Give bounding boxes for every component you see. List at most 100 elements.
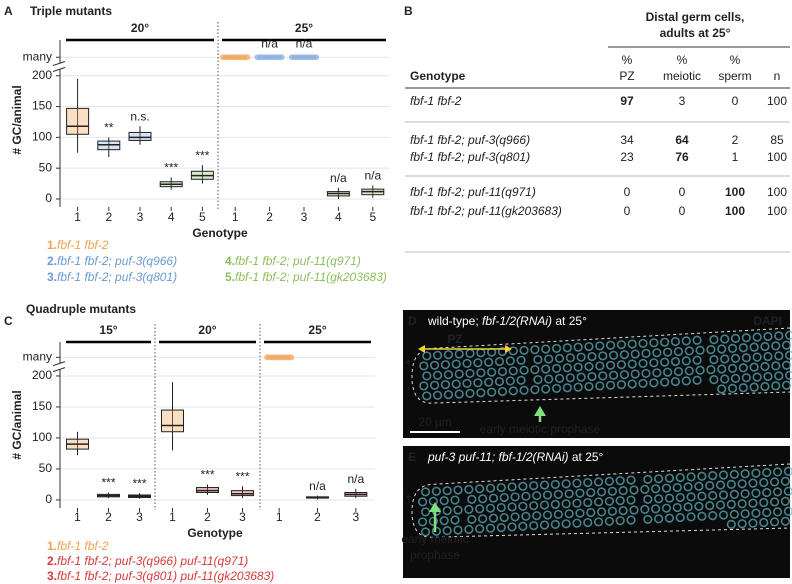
nucleus: [443, 390, 454, 400]
nucleus: [532, 511, 542, 521]
nucleus: [673, 346, 684, 357]
cell: 0: [624, 185, 631, 199]
arrow-label: prophase: [410, 548, 460, 562]
nucleus: [664, 493, 675, 503]
nucleus: [708, 511, 718, 521]
nucleus: [649, 338, 659, 348]
scale-label: 20 µm: [418, 415, 452, 429]
nucleus: [740, 489, 750, 499]
cell: 23: [620, 150, 634, 164]
nucleus: [539, 500, 550, 510]
x-tick-label: 2: [204, 510, 211, 524]
nucleus: [485, 483, 496, 493]
nucleus: [692, 335, 702, 345]
nucleus: [475, 504, 485, 514]
arrow-label: early meiotic prophase: [480, 422, 601, 436]
nucleus: [518, 501, 528, 511]
nucleus: [651, 504, 661, 514]
nucleus: [593, 477, 604, 487]
significance: ***: [195, 148, 209, 162]
nucleus: [453, 485, 463, 495]
nucleus: [615, 496, 625, 506]
nucleus: [708, 491, 718, 501]
nucleus: [741, 373, 751, 383]
nucleus: [683, 482, 693, 492]
nucleus: [781, 360, 792, 370]
nucleus: [664, 513, 675, 523]
nucleus: [717, 384, 727, 394]
nucleus: [741, 353, 751, 363]
region-label: PZ: [447, 332, 462, 346]
nucleus: [462, 358, 472, 369]
column-header: %: [730, 53, 741, 67]
nucleus: [619, 350, 629, 360]
nucleus: [530, 365, 540, 375]
significance: ***: [101, 476, 115, 490]
nucleus: [630, 349, 640, 359]
axis-break-gap: [54, 63, 66, 70]
significance: n/a: [261, 36, 278, 50]
nucleus: [638, 378, 648, 389]
nucleus: [709, 355, 719, 365]
nucleus: [762, 507, 772, 518]
nucleus: [510, 492, 520, 502]
legend-number: 5.: [225, 270, 235, 284]
significance: ***: [235, 469, 249, 483]
nucleus: [417, 497, 428, 507]
nucleus: [542, 510, 553, 520]
nucleus: [573, 362, 583, 372]
nucleus: [661, 503, 672, 513]
column-header: PZ: [619, 69, 634, 83]
nucleus: [727, 343, 738, 354]
significance: n.s.: [130, 109, 149, 123]
nucleus: [551, 343, 562, 354]
nucleus: [464, 504, 474, 515]
nucleus: [759, 497, 769, 508]
nucleus: [706, 345, 716, 355]
nucleus: [553, 489, 563, 500]
nucleus: [695, 365, 705, 375]
caption: wild-type; fbf-1/2(RNAi) at 25°: [427, 314, 587, 328]
nucleus: [497, 366, 508, 377]
legend-number: 1.: [47, 539, 57, 553]
legend-name: fbf-1 fbf-2; puf-11(q971): [235, 254, 361, 268]
y-tick-label: 0: [45, 492, 52, 506]
nucleus: [730, 353, 741, 364]
nucleus: [505, 356, 515, 366]
nucleus: [494, 376, 505, 387]
nucleus: [661, 483, 672, 493]
y-tick-label: 200: [32, 368, 52, 382]
nucleus: [718, 470, 729, 480]
nucleus: [485, 523, 496, 533]
nucleus: [605, 360, 616, 370]
nucleus: [583, 477, 593, 488]
nucleus: [630, 369, 640, 379]
nucleus: [751, 508, 761, 518]
x-axis-label: Genotype: [192, 226, 248, 240]
nucleus: [652, 348, 662, 358]
x-tick-label: 1: [74, 510, 81, 524]
nucleus: [670, 356, 681, 367]
nucleus: [748, 498, 758, 508]
nucleus: [419, 361, 429, 371]
nucleus: [649, 378, 659, 388]
nucleus: [595, 381, 605, 391]
nucleus: [675, 492, 685, 503]
panel-letter: B: [404, 4, 413, 18]
cell: 100: [767, 185, 787, 199]
stain-label: DAPI: [753, 314, 782, 328]
legend-number: 3.: [47, 270, 57, 284]
column-header: meiotic: [663, 69, 701, 83]
many-points: [289, 54, 319, 61]
nucleus: [420, 487, 431, 497]
y-tick-label: 100: [32, 130, 52, 144]
x-tick-label: 3: [239, 510, 246, 524]
nucleus: [541, 344, 551, 354]
significance: **: [104, 121, 114, 135]
nucleus: [596, 487, 607, 497]
nucleus: [738, 363, 748, 373]
nucleus: [419, 381, 429, 391]
nucleus: [718, 510, 729, 520]
nucleus: [759, 517, 769, 528]
axis-break-gap: [54, 363, 66, 370]
